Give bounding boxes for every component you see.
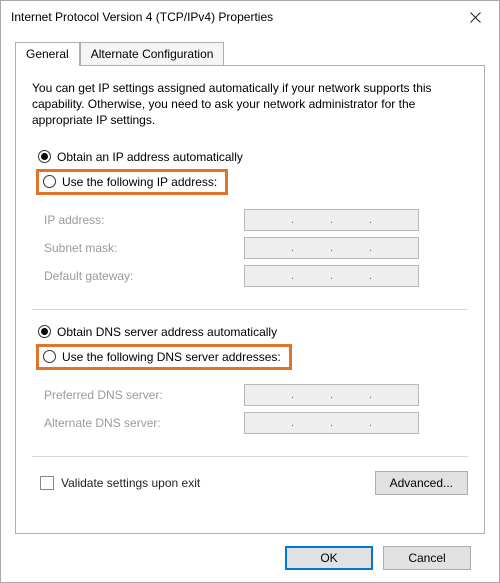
radio-icon: [38, 325, 51, 338]
radio-dns-auto-label: Obtain DNS server address automatically: [57, 325, 277, 339]
ok-button[interactable]: OK: [285, 546, 373, 570]
label-subnet-mask: Subnet mask:: [44, 241, 244, 255]
field-subnet-mask: Subnet mask: ...: [44, 237, 460, 259]
radio-icon: [43, 175, 56, 188]
input-alternate-dns: ...: [244, 412, 419, 434]
field-preferred-dns: Preferred DNS server: ...: [44, 384, 460, 406]
radio-ip-auto[interactable]: Obtain an IP address automatically: [36, 149, 468, 165]
client-area: General Alternate Configuration You can …: [1, 33, 499, 582]
input-preferred-dns: ...: [244, 384, 419, 406]
radio-ip-manual[interactable]: Use the following IP address:: [41, 174, 219, 190]
radio-ip-manual-label: Use the following IP address:: [62, 175, 217, 189]
tabstrip: General Alternate Configuration: [15, 42, 485, 66]
radio-dns-manual[interactable]: Use the following DNS server addresses:: [41, 349, 283, 365]
intro-text: You can get IP settings assigned automat…: [32, 80, 468, 129]
titlebar: Internet Protocol Version 4 (TCP/IPv4) P…: [1, 1, 499, 33]
radio-dns-auto[interactable]: Obtain DNS server address automatically: [36, 324, 468, 340]
advanced-button[interactable]: Advanced...: [375, 471, 468, 495]
tab-general[interactable]: General: [15, 42, 80, 66]
bottom-row: Validate settings upon exit Advanced...: [32, 471, 468, 495]
label-ip-address: IP address:: [44, 213, 244, 227]
label-default-gateway: Default gateway:: [44, 269, 244, 283]
ip-fields-group: IP address: ... Subnet mask: ... Default…: [32, 197, 468, 310]
field-ip-address: IP address: ...: [44, 209, 460, 231]
field-default-gateway: Default gateway: ...: [44, 265, 460, 287]
highlight-ip-manual: Use the following IP address:: [36, 169, 228, 195]
radio-icon: [38, 150, 51, 163]
checkbox-validate[interactable]: Validate settings upon exit: [40, 476, 200, 490]
input-ip-address: ...: [244, 209, 419, 231]
dialog-buttons: OK Cancel: [15, 534, 485, 570]
dns-fields-group: Preferred DNS server: ... Alternate DNS …: [32, 372, 468, 457]
tab-alternate[interactable]: Alternate Configuration: [80, 42, 225, 66]
field-alternate-dns: Alternate DNS server: ...: [44, 412, 460, 434]
radio-dns-manual-label: Use the following DNS server addresses:: [62, 350, 281, 364]
checkbox-validate-label: Validate settings upon exit: [61, 476, 200, 490]
label-alternate-dns: Alternate DNS server:: [44, 416, 244, 430]
radio-icon: [43, 350, 56, 363]
cancel-button[interactable]: Cancel: [383, 546, 471, 570]
dialog-window: Internet Protocol Version 4 (TCP/IPv4) P…: [0, 0, 500, 583]
label-preferred-dns: Preferred DNS server:: [44, 388, 244, 402]
radio-ip-auto-label: Obtain an IP address automatically: [57, 150, 243, 164]
close-icon: [470, 12, 481, 23]
highlight-dns-manual: Use the following DNS server addresses:: [36, 344, 292, 370]
close-button[interactable]: [453, 2, 497, 32]
tab-panel-general: You can get IP settings assigned automat…: [15, 65, 485, 534]
checkbox-icon: [40, 476, 54, 490]
input-subnet-mask: ...: [244, 237, 419, 259]
input-default-gateway: ...: [244, 265, 419, 287]
window-title: Internet Protocol Version 4 (TCP/IPv4) P…: [11, 10, 453, 24]
